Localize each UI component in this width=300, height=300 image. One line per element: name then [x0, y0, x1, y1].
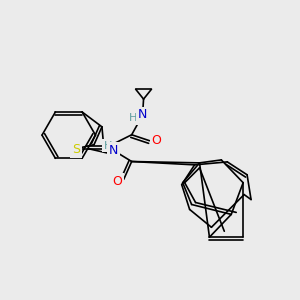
Text: S: S [72, 143, 80, 156]
Text: O: O [112, 175, 122, 188]
Text: N: N [109, 144, 119, 157]
Text: H: H [128, 113, 137, 123]
Text: H: H [104, 141, 112, 151]
Text: O: O [152, 134, 161, 147]
Text: N: N [138, 108, 147, 122]
